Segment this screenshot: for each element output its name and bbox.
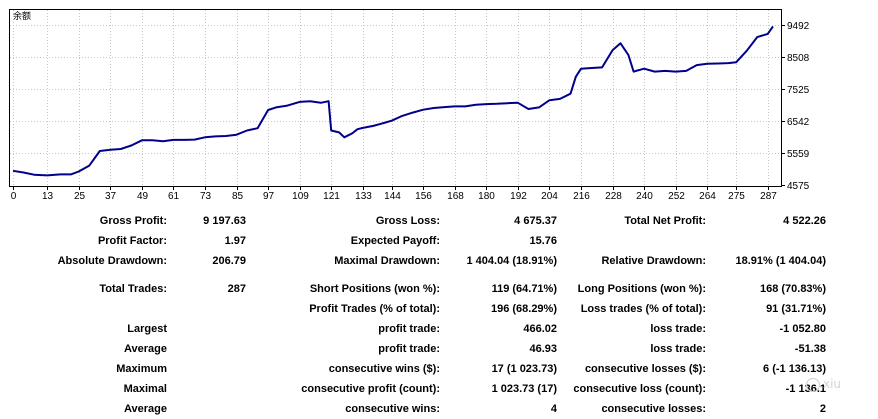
stat-label: Expected Payoff: [350,235,440,247]
plot-frame [9,9,782,187]
x-tick-label: 144 [384,191,401,202]
x-tick-label: 168 [447,191,464,202]
stat-label: Maximum [116,363,167,375]
x-tick-label: 13 [42,191,54,202]
x-tick-label: 156 [415,191,432,202]
stat-value: -1 052.80 [779,323,826,335]
stat-value: 466.02 [523,323,557,335]
stat-label: Profit Factor: [97,235,167,247]
chart-title: 余额 [13,10,31,22]
stat-label: Total Trades: [99,283,167,295]
stat-label: profit trade: [378,343,440,355]
watermark-text: xiu [823,377,842,391]
stat-label: Short Positions (won %): [309,283,440,295]
stat-value: 196 (68.29%) [490,303,557,315]
balance-chart-svg: 9492 8508 7525 6542 5559 4575 0 13 25 37 49 61 73 85 9… [9,9,810,202]
stat-value: 4 [550,403,557,415]
stat-value: -51.38 [794,343,826,355]
stat-value: 206.79 [212,255,246,267]
stat-value: 1 404.04 (18.91%) [466,255,557,267]
x-tick-label: 264 [699,191,716,202]
stat-value: 15.76 [529,235,557,247]
stat-value: 46.93 [529,343,557,355]
x-tick-label: 228 [605,191,622,202]
stat-label: consecutive losses ($): [584,363,706,375]
stat-value: 168 (70.83%) [759,283,826,295]
x-tick-label: 275 [728,191,745,202]
balance-line [12,25,774,177]
stat-value: 119 (64.71%) [491,283,557,295]
stat-label: Total Net Profit: [624,215,706,227]
x-tick-label: 133 [355,191,372,202]
stat-label: Gross Profit: [99,215,167,227]
y-tick-label: 7525 [787,85,810,96]
stat-label: consecutive loss (count): [573,383,706,395]
x-tick-label: 97 [263,191,275,202]
stat-label: Average [123,343,167,355]
stat-value: 4 675.37 [514,215,557,227]
x-tick-label: 25 [74,191,86,202]
x-tick-label: 73 [200,191,212,202]
x-tick-label: 204 [541,191,558,202]
stat-label: Largest [127,323,167,335]
x-tick-label: 85 [232,191,244,202]
y-tick-label: 6542 [787,117,810,128]
stat-label: consecutive wins: [345,403,440,415]
stat-label: Profit Trades (% of total): [309,303,440,315]
x-tick-label: 49 [137,191,149,202]
stat-label: consecutive profit (count): [301,383,440,395]
stat-label: Maximal Drawdown: [334,255,440,267]
y-tick-label: 8508 [787,53,810,64]
x-tick-label: 37 [105,191,117,202]
stat-value: 6 (-1 136.13) [763,363,826,375]
stat-value: 17 (1 023.73) [491,363,557,375]
stat-label: consecutive wins ($): [328,363,440,375]
x-tick-label: 121 [323,191,340,202]
stat-label: Average [123,403,167,415]
stat-label: Gross Loss: [375,215,440,227]
balance-chart: 9492 8508 7525 6542 5559 4575 0 13 25 37 49 61 73 85 9… [0,0,878,204]
x-tick-label: 216 [573,191,590,202]
stat-value: 2 [819,403,826,415]
stat-value: 287 [227,283,246,295]
stat-label: Loss trades (% of total): [580,303,706,315]
stat-label: loss trade: [650,343,706,355]
stat-label: Maximal [123,383,167,395]
x-tick-label: 180 [478,191,495,202]
x-tick-label: 240 [636,191,653,202]
stat-label: Long Positions (won %): [577,283,706,295]
y-tick-label: 4575 [787,181,810,192]
x-tick-label: 287 [760,191,777,202]
x-tick-label: 109 [292,191,309,202]
stat-label: profit trade: [378,323,440,335]
stat-label: Relative Drawdown: [601,255,706,267]
stat-label: Absolute Drawdown: [57,255,167,267]
x-tick-label: 252 [668,191,685,202]
y-tick-label: 5559 [787,149,810,160]
stat-value: 1 023.73 (17) [491,383,557,395]
stat-value: 4 522.26 [783,215,826,227]
stat-label: loss trade: [650,323,706,335]
y-tick-label: 9492 [787,21,810,32]
stat-label: consecutive losses: [601,403,706,415]
x-tick-label: 0 [11,191,17,202]
stat-value: 9 197.63 [203,215,246,227]
stat-value: 18.91% (1 404.04) [735,255,826,267]
x-tick-label: 192 [510,191,527,202]
stat-value: 1.97 [224,235,246,247]
watermark: xiu [806,377,841,392]
stat-value: 91 (31.71%) [766,303,826,315]
x-tick-label: 61 [168,191,180,202]
watermark-logo-icon [806,377,820,392]
